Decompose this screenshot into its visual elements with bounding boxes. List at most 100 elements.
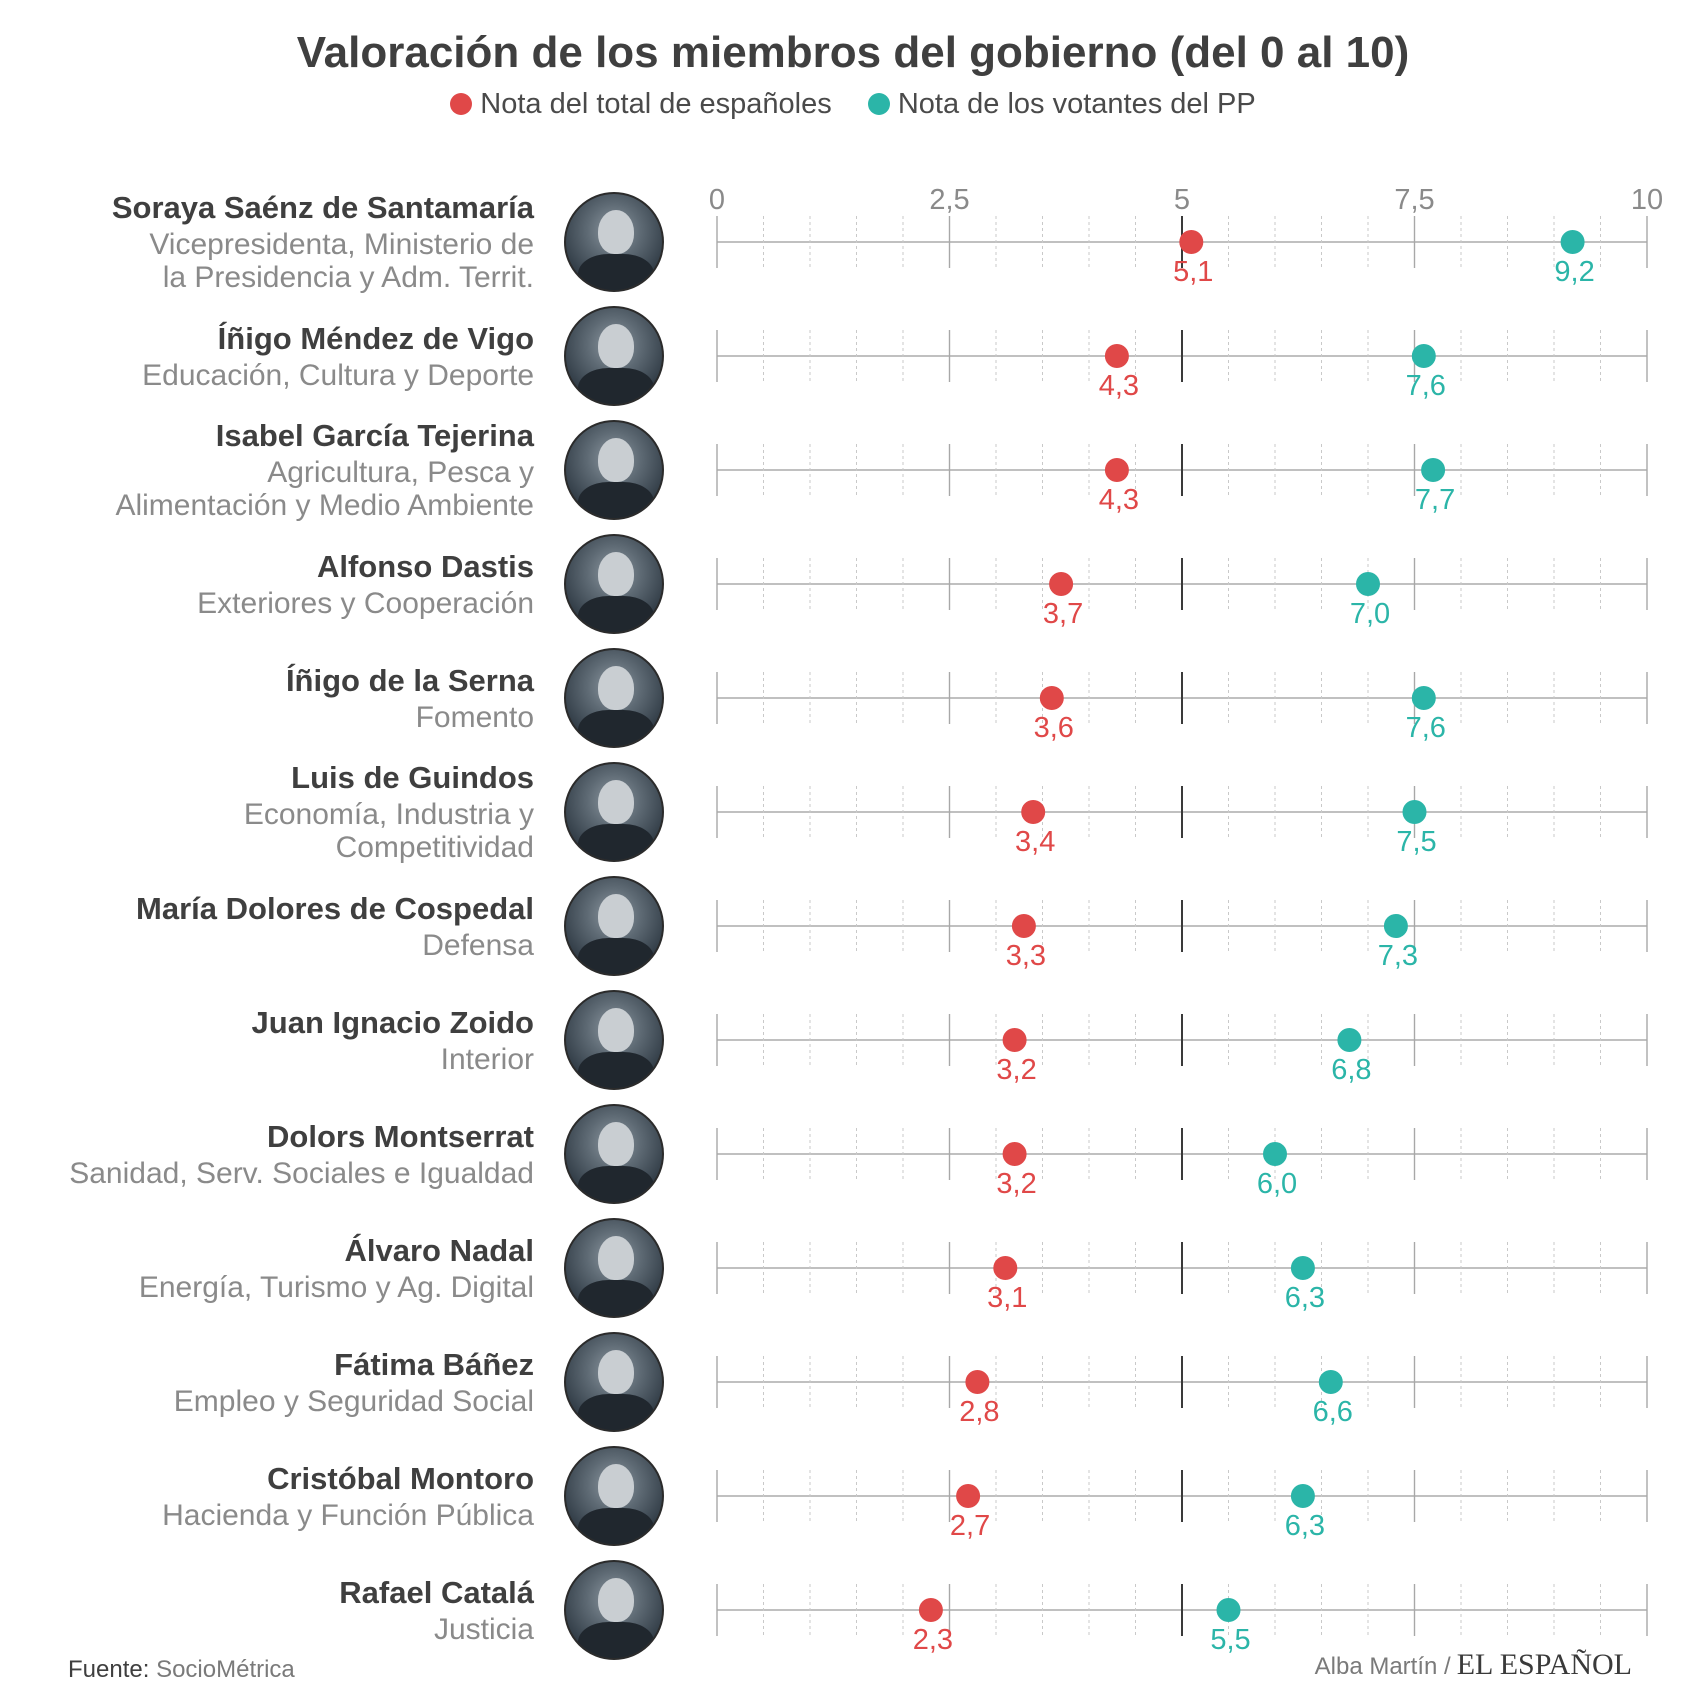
photo-head [598,552,634,596]
legend-item-total: Nota del total de españoles [450,88,832,121]
photo-head [598,666,634,710]
legend-swatch-total [450,93,473,115]
ministry-role: Economía, Industria y [243,798,534,831]
photo-head [598,1464,634,1508]
dot-pp [1356,572,1380,596]
photo-body [578,710,654,746]
dot-total [1104,344,1129,368]
value-label-pp: 6,6 [1313,1396,1353,1428]
dot-total [1039,686,1064,710]
value-label-pp: 6,3 [1285,1510,1325,1542]
minister-name: María Dolores de Cospedal [136,890,534,926]
value-label-total: 4,3 [1099,484,1139,516]
dot-total [1104,458,1129,482]
dot-pp [1263,1142,1287,1166]
photo-body [578,1394,654,1430]
minister-photo [564,990,664,1090]
minister-photo [564,534,664,634]
chart-title: Valoración de los miembros del gobierno … [296,28,1410,77]
credit: Alba Martín / EL ESPAÑOL [1315,1648,1632,1682]
ministry-role: Defensa [422,928,534,962]
dot-pp [1290,1484,1315,1508]
legend-swatch-pp [867,93,890,115]
value-label-pp: 6,0 [1257,1168,1297,1200]
minister-name: Íñigo de la Serna [285,662,534,698]
value-label-total: 2,3 [913,1624,953,1656]
dot-pp [1402,800,1427,824]
ministry-role: Interior [440,1042,534,1076]
minister-name: Álvaro Nadal [344,1232,534,1268]
photo-body [578,482,654,518]
value-label-total: 3,2 [996,1054,1036,1086]
photo-body [578,1280,654,1316]
minister-photo [564,1332,664,1432]
minister-name: Alfonso Dastis [316,548,534,584]
x-tick-label: 0 [709,184,725,216]
ministry-role: Sanidad, Serv. Sociales e Igualdad [69,1156,534,1190]
source-label: Fuente: [68,1656,150,1683]
value-label-total: 2,8 [959,1396,999,1428]
value-label-pp: 6,3 [1285,1282,1325,1314]
minister-photo [564,306,664,406]
minister-name: Juan Ignacio Zoido [251,1004,534,1040]
value-label-total: 2,7 [950,1510,990,1542]
minister-name: Rafael Catalá [339,1574,534,1610]
legend: Nota del total de españoles Nota de los … [0,88,1706,121]
legend-item-pp: Nota de los votantes del PP [867,88,1256,121]
brand-logo: EL ESPAÑOL [1456,1648,1632,1681]
dot-pp [1318,1370,1343,1394]
ministry-role: Exteriores y Cooperación [197,586,534,620]
photo-body [578,254,654,290]
value-label-total: 3,2 [996,1168,1036,1200]
legend-label-pp: Nota de los votantes del PP [897,88,1256,120]
x-tick-label: 5 [1174,184,1190,216]
photo-head [598,894,634,938]
photo-body [578,596,654,632]
value-label-pp: 9,2 [1554,256,1594,288]
source-note: Fuente: SocioMétrica [68,1656,295,1684]
ministry-role: Empleo y Seguridad Social [173,1384,534,1418]
minister-photo [564,648,664,748]
minister-name: Soraya Saénz de Santamaría [111,190,534,225]
ministry-role: Energía, Turismo y Ag. Digital [138,1270,534,1304]
minister-name: Luis de Guindos [291,760,534,795]
value-label-pp: 7,6 [1406,370,1446,402]
x-tick-label: 7,5 [1394,184,1434,216]
value-label-total: 3,3 [1006,940,1046,972]
ministry-role: Vicepresidenta, Ministerio de [149,228,534,261]
ministry-role: Competitividad [335,831,534,864]
photo-head [598,1236,634,1280]
minister-name: Cristóbal Montoro [267,1460,534,1496]
minister-photo [564,876,664,976]
photo-head [598,1008,634,1052]
minister-photo [564,762,664,862]
minister-name: Isabel García Tejerina [215,418,534,453]
ministry-role: Agricultura, Pesca y [267,456,534,489]
photo-body [578,368,654,404]
x-tick-label: 2,5 [929,184,969,216]
photo-head [598,210,634,254]
minister-name: Fátima Báñez [334,1346,534,1382]
value-label-total: 3,7 [1043,598,1083,630]
photo-body [578,1166,654,1202]
value-label-pp: 7,0 [1350,598,1390,630]
photo-head [598,780,634,824]
ministry-role: Fomento [415,700,534,734]
minister-photo [564,1560,664,1660]
dot-total [1002,1142,1027,1166]
value-label-pp: 7,7 [1415,484,1455,516]
minister-photo [564,1218,664,1318]
photo-head [598,1578,634,1622]
ministry-role: Alimentación y Medio Ambiente [115,489,534,522]
value-label-pp: 5,5 [1210,1624,1250,1656]
value-label-total: 3,4 [1015,826,1055,858]
photo-body [578,1052,654,1088]
ministry-role: Educación, Cultura y Deporte [142,358,534,392]
ministry-role: Hacienda y Función Pública [162,1498,534,1532]
dot-total [956,1484,981,1508]
ministry-role: Justicia [433,1612,534,1646]
author-credit: Alba Martín / [1314,1653,1451,1680]
minister-photo [564,192,664,292]
x-tick-label: 10 [1631,184,1663,216]
